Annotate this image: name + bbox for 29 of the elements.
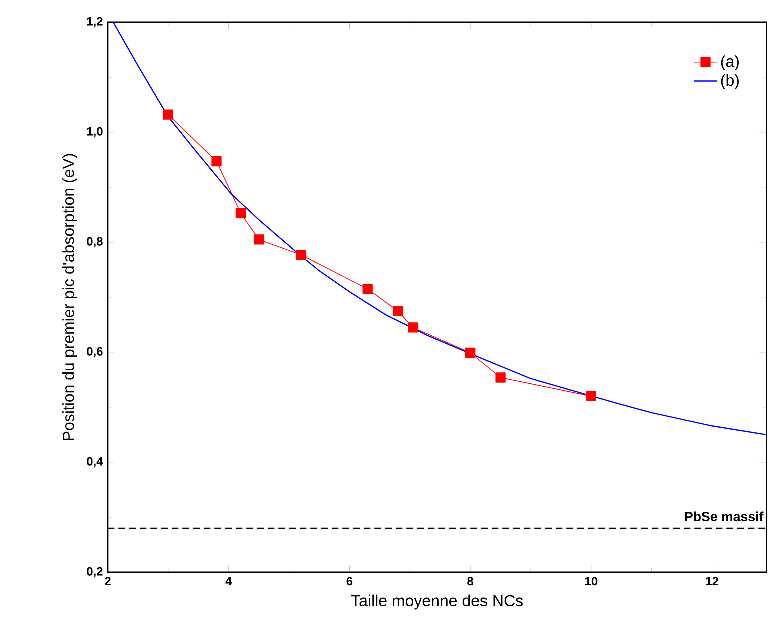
point xyxy=(212,156,222,167)
point xyxy=(466,348,476,358)
x-axis-title: Taille moyenne des NCs xyxy=(351,594,523,610)
legend-label: (b) xyxy=(721,74,739,90)
point xyxy=(254,234,264,245)
y-tick-label: 0,4 xyxy=(87,457,104,468)
point xyxy=(496,372,506,383)
x-tick-label: 4 xyxy=(226,577,232,586)
x-tick-label: 12 xyxy=(706,577,718,586)
point xyxy=(408,322,418,333)
x-tick-label: 10 xyxy=(586,577,598,586)
x-tick-label: 8 xyxy=(468,577,474,586)
y-tick-label: 1,2 xyxy=(87,17,103,28)
point xyxy=(392,306,404,316)
point xyxy=(586,391,596,402)
y-tick-label: 0,6 xyxy=(87,347,103,358)
y-tick-label: 0,8 xyxy=(87,237,103,248)
point xyxy=(236,208,246,218)
y-tick-label: 1,0 xyxy=(87,127,103,138)
x-tick-label: 6 xyxy=(346,577,353,586)
point xyxy=(296,250,306,260)
line-series xyxy=(112,22,767,436)
y-axis-title: Position du premier pic d'absorption (eV) xyxy=(62,154,78,440)
point xyxy=(163,110,174,120)
y-tick-label: 0,2 xyxy=(87,567,103,578)
x-tick-label: 2 xyxy=(105,577,111,586)
point xyxy=(362,284,373,294)
ref-line-label: PbSe massif xyxy=(685,512,764,522)
legend-label: (a) xyxy=(721,56,739,70)
